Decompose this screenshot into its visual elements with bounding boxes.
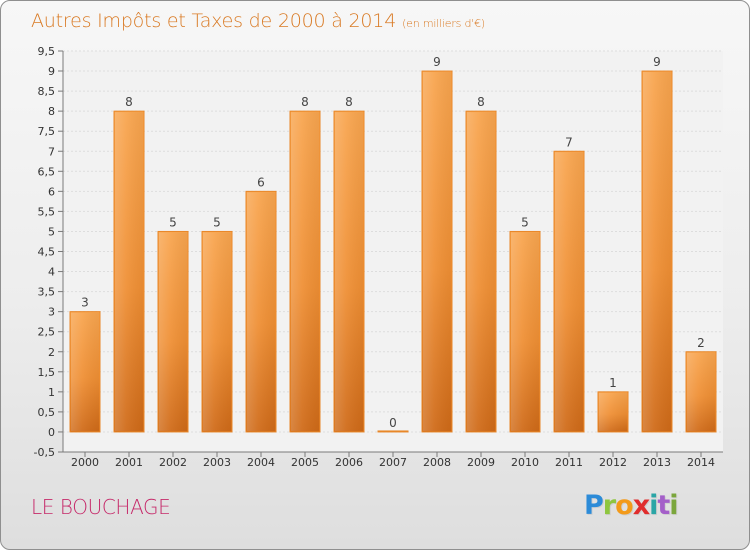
x-tick-label-2005: 2005	[291, 456, 319, 469]
bar-shine-2013	[643, 72, 671, 431]
x-tick-label-2008: 2008	[423, 456, 451, 469]
chart-title: Autres Impôts et Taxes de 2000 à 2014 (en…	[31, 10, 485, 32]
y-tick-label-1: 0	[48, 426, 55, 439]
bar-shine-2006	[335, 112, 363, 431]
bar-shine-2004	[247, 192, 275, 431]
value-label-2002: 5	[169, 215, 177, 229]
y-tick-label-20: 9,5	[38, 45, 56, 58]
x-tick-label-2002: 2002	[159, 456, 187, 469]
y-tick-label-18: 8,5	[38, 85, 56, 98]
value-label-2004: 6	[257, 175, 265, 189]
y-tick-label-9: 4	[48, 266, 55, 279]
y-tick-label-2: 0,5	[38, 406, 56, 419]
value-label-2014: 2	[697, 336, 705, 350]
value-label-2010: 5	[521, 215, 529, 229]
x-tick-label-2001: 2001	[115, 456, 143, 469]
x-tick-label-2010: 2010	[511, 456, 539, 469]
unit-note: (en milliers d'€)	[402, 17, 485, 30]
y-tick-label-19: 9	[48, 65, 55, 78]
x-tick-label-2013: 2013	[643, 456, 671, 469]
bar-shine-2012	[599, 392, 627, 431]
bar-shine-2005	[291, 112, 319, 431]
x-tick-label-2004: 2004	[247, 456, 275, 469]
bar-shine-2014	[687, 352, 715, 431]
y-tick-label-13: 6	[48, 185, 55, 198]
y-tick-label-7: 3	[48, 306, 55, 319]
value-label-2000: 3	[81, 296, 89, 310]
bar-shine-2001	[115, 112, 143, 431]
x-tick-label-2009: 2009	[467, 456, 495, 469]
bar-shine-2011	[555, 152, 583, 431]
value-label-2013: 9	[653, 55, 661, 69]
value-label-2001: 8	[125, 95, 133, 109]
location-label: LE BOUCHAGE	[31, 495, 171, 519]
y-tick-label-16: 7,5	[38, 125, 56, 138]
bar-shine-2000	[71, 312, 99, 431]
y-tick-label-10: 4,5	[38, 246, 56, 259]
proxiti-logo: Proxiti	[584, 490, 679, 521]
bar-shine-2009	[467, 112, 495, 431]
value-label-2011: 7	[565, 135, 573, 149]
value-label-2003: 5	[213, 215, 221, 229]
y-tick-label-17: 8	[48, 105, 55, 118]
bar-shine-2003	[203, 232, 231, 431]
plot-area: -0,5 0 0,5 1 1,5 2 2,5 3 3,5 4 4,5 5 5,5 6 6,5 7 7,5 8 8,5…	[34, 45, 723, 469]
value-label-2007: 0	[389, 416, 397, 430]
bar-shine-2008	[423, 72, 451, 431]
value-label-2006: 8	[345, 95, 353, 109]
value-label-2008: 9	[433, 55, 441, 69]
y-tick-label-6: 2,5	[38, 326, 56, 339]
x-tick-label-2007: 2007	[379, 456, 407, 469]
axes	[58, 50, 723, 457]
y-tick-label-11: 5	[48, 225, 55, 238]
bars	[69, 70, 717, 433]
y-tick-label-15: 7	[48, 145, 55, 158]
x-tick-label-2006: 2006	[335, 456, 363, 469]
x-tick-label-2012: 2012	[599, 456, 627, 469]
x-tick-label-2000: 2000	[71, 456, 99, 469]
y-tick-label-3: 1	[48, 386, 55, 399]
y-tick-label-0: -0,5	[34, 446, 55, 459]
y-tick-label-4: 1,5	[38, 366, 56, 379]
y-tick-label-12: 5,5	[38, 205, 56, 218]
value-label-2012: 1	[609, 376, 617, 390]
value-label-2005: 8	[301, 95, 309, 109]
labels: -0,5 0 0,5 1 1,5 2 2,5 3 3,5 4 4,5 5 5,5 6 6,5 7 7,5 8 8,5…	[34, 45, 715, 469]
y-tick-label-14: 6,5	[38, 165, 56, 178]
y-tick-label-5: 2	[48, 346, 55, 359]
value-label-2009: 8	[477, 95, 485, 109]
bar-shine-2010	[511, 232, 539, 431]
x-tick-label-2014: 2014	[687, 456, 715, 469]
x-tick-label-2003: 2003	[203, 456, 231, 469]
x-tick-label-2011: 2011	[555, 456, 583, 469]
bar-shine-2002	[159, 232, 187, 431]
y-tick-label-8: 3,5	[38, 286, 56, 299]
bar-2007	[377, 430, 409, 433]
chart-title-text: Autres Impôts et Taxes de 2000 à 2014	[31, 10, 397, 32]
